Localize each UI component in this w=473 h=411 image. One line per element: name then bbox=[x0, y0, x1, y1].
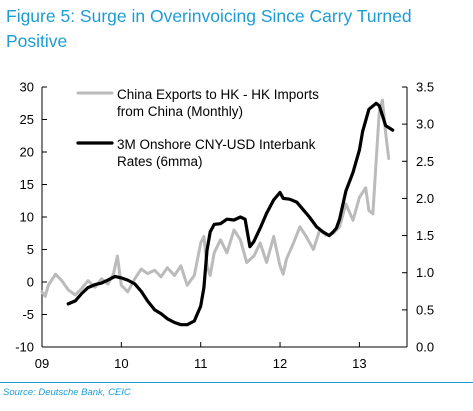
legend-label: China Exports to HK - HK Imports from Chi… bbox=[117, 87, 319, 119]
legend-label-line: Rates (6mma) bbox=[117, 154, 203, 169]
chart: -10 -5 0 5 10 15 20 25 30 0.0 0.5 1.0 1.5 2.0 2.5 3.0 3.… bbox=[15, 80, 434, 372]
legend-label-line: 3M Onshore CNY-USD Interbank bbox=[117, 137, 316, 152]
source-note: Source: Deutsche Bank, CEIC bbox=[3, 387, 131, 398]
left-y-tick-label: 10 bbox=[20, 210, 34, 225]
right-y-tick-label: 2.5 bbox=[416, 154, 434, 169]
bottom-divider bbox=[0, 382, 473, 383]
series-line-exports-gap bbox=[40, 98, 391, 298]
x-tick-label: 12 bbox=[273, 356, 287, 371]
right-y-tick-label: 1.5 bbox=[416, 228, 434, 243]
x-tick-label: 11 bbox=[194, 356, 208, 371]
right-y-tick-label: 2.0 bbox=[416, 191, 434, 206]
series-line-interbank-rates bbox=[66, 101, 395, 327]
legend-label-line: from China (Monthly) bbox=[117, 104, 243, 119]
x-tick-label: 09 bbox=[35, 356, 49, 371]
x-tick-label: 10 bbox=[114, 356, 128, 371]
x-tick-label: 13 bbox=[352, 356, 366, 371]
left-y-tick-label: -10 bbox=[15, 340, 34, 355]
legend-label-line: China Exports to HK - HK Imports bbox=[117, 87, 319, 102]
right-y-tick-label: 3.0 bbox=[416, 117, 434, 132]
left-y-tick-label: 0 bbox=[27, 275, 34, 290]
left-y-tick-label: 5 bbox=[27, 242, 34, 257]
right-y-tick-label: 0.5 bbox=[416, 302, 434, 317]
right-y-tick-label: 1.0 bbox=[416, 265, 434, 280]
right-y-tick-label: 3.5 bbox=[416, 80, 434, 95]
left-y-tick-label: 30 bbox=[20, 80, 34, 95]
left-y-tick-label: 25 bbox=[20, 112, 34, 127]
chart-axes: -10 -5 0 5 10 15 20 25 30 0.0 0.5 1.0 1.5 2.0 2.5 3.0 3.… bbox=[15, 80, 434, 372]
chart-series bbox=[40, 98, 395, 327]
left-y-tick-label: -5 bbox=[22, 307, 34, 322]
chart-legend: China Exports to HK - HK Imports from Chi… bbox=[76, 87, 319, 169]
legend-label: 3M Onshore CNY-USD Interbank Rates (6mma) bbox=[117, 137, 316, 169]
left-y-tick-label: 15 bbox=[20, 177, 34, 192]
left-y-tick-label: 20 bbox=[20, 145, 34, 160]
right-y-tick-label: 0.0 bbox=[416, 340, 434, 355]
figure-title: Figure 5: Surge in Overinvoicing Since C… bbox=[6, 6, 412, 51]
